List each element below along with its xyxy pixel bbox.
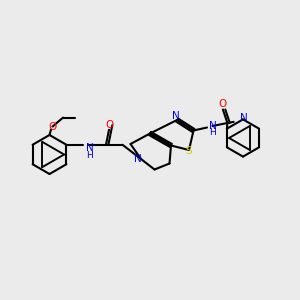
Text: N: N (85, 143, 93, 153)
Text: O: O (219, 99, 227, 110)
Text: N: N (240, 113, 248, 123)
Text: S: S (186, 146, 192, 157)
Text: O: O (106, 120, 114, 130)
Text: H: H (209, 128, 216, 137)
Text: N: N (208, 121, 216, 131)
Text: N: N (134, 154, 141, 164)
Text: H: H (86, 151, 93, 160)
Text: O: O (48, 122, 57, 132)
Text: N: N (172, 111, 179, 122)
